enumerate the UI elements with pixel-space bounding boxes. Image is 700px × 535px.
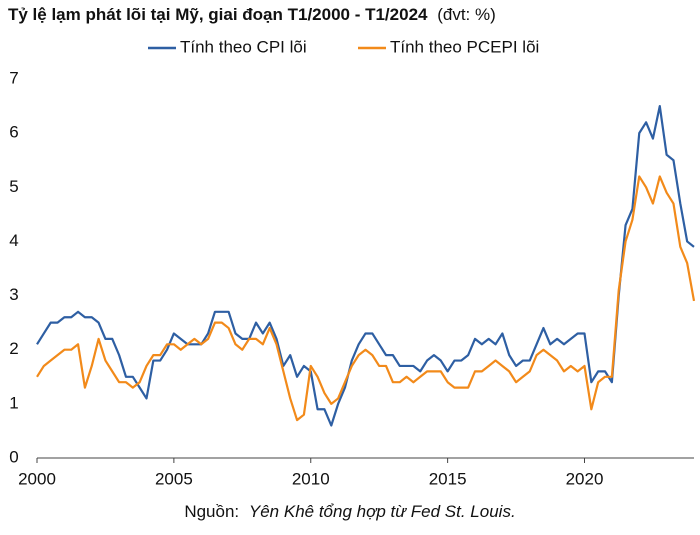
- chart-title: Tỷ lệ lạm phát lõi tại Mỹ, giai đoạn T1/…: [8, 5, 428, 24]
- source: Nguồn: Yên Khê tổng hợp từ Fed St. Louis…: [184, 502, 515, 521]
- y-tick-label: 5: [9, 177, 18, 196]
- y-tick-label: 1: [9, 393, 18, 412]
- y-tick-label: 3: [9, 285, 18, 304]
- source-text: Yên Khê tổng hợp từ Fed St. Louis.: [249, 502, 516, 521]
- x-tick-label: 2005: [155, 469, 193, 488]
- legend-label: Tính theo CPI lõi: [180, 37, 307, 56]
- x-tick-label: 2000: [18, 469, 56, 488]
- x-tick-label: 2015: [429, 469, 467, 488]
- y-tick-label: 6: [9, 123, 18, 142]
- y-tick-label: 7: [9, 68, 18, 87]
- series-line: [36, 104, 695, 427]
- source-label: Nguồn:: [184, 502, 239, 521]
- y-tick-label: 4: [9, 231, 18, 250]
- y-tick-label: 2: [9, 339, 18, 358]
- legend-label: Tính theo PCEPI lõi: [390, 37, 539, 56]
- chart-title-line: Tỷ lệ lạm phát lõi tại Mỹ, giai đoạn T1/…: [8, 5, 496, 24]
- unit: (đvt: %): [437, 5, 496, 24]
- series-line: [36, 175, 696, 422]
- y-tick-label: 0: [9, 447, 18, 466]
- x-tick-label: 2010: [292, 469, 330, 488]
- x-tick-label: 2020: [566, 469, 604, 488]
